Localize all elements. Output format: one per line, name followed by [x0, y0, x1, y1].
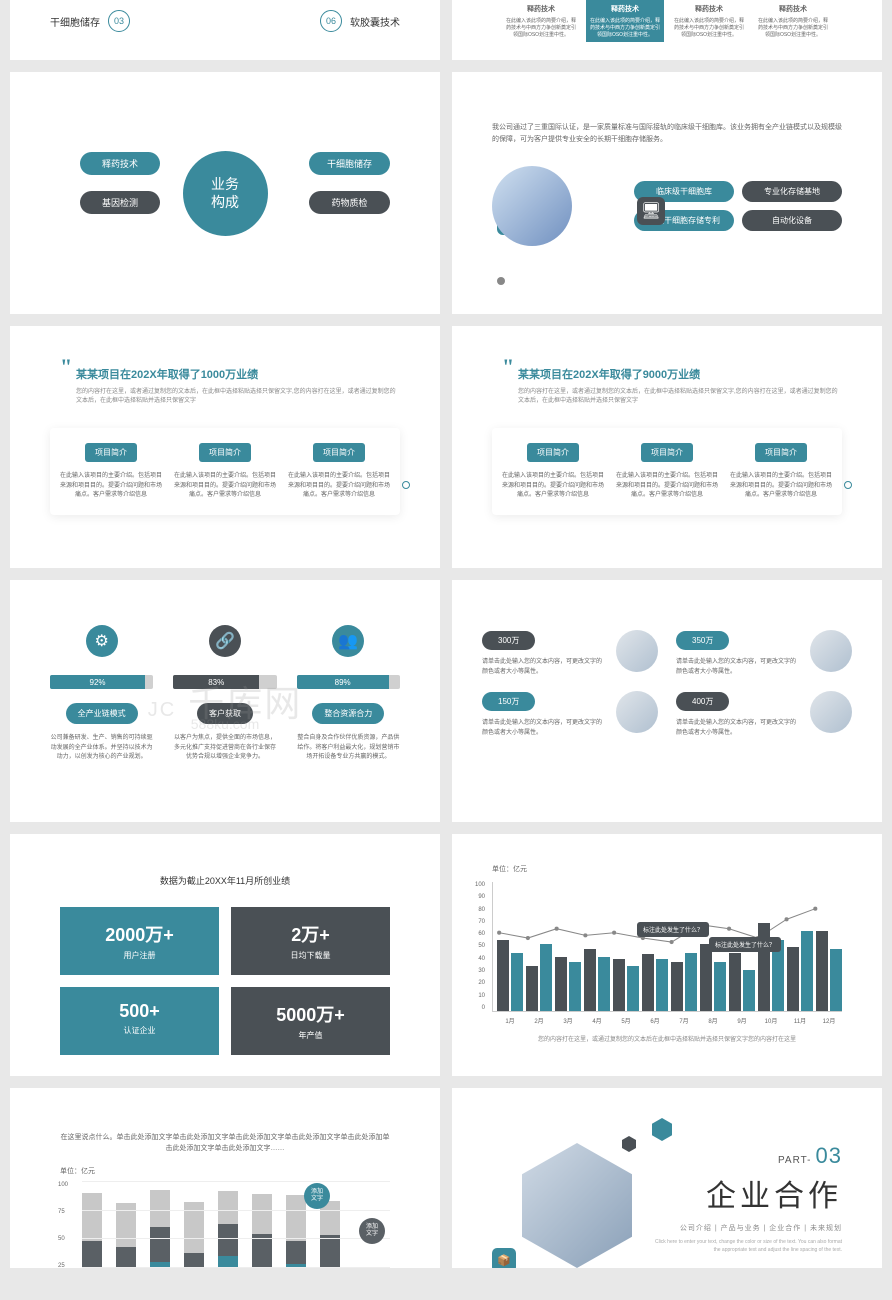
stacked-bar [286, 1195, 306, 1268]
stat-item: 350万请单击此处输入您的文本内容，可更改文字的颜色或者大小等属性。 [676, 630, 852, 677]
slide-stats-images: 300万请单击此处输入您的文本内容，可更改文字的颜色或者大小等属性。 350万请单… [452, 580, 882, 822]
slide-tech-cards-partial: 释药技术在此编入该此项的简要介绍，释药技术与中西方力争创新奠定引领国际OSO划注… [452, 0, 882, 60]
tech-label: 软胶囊技术 [350, 14, 400, 29]
project-heading: 某某项目在202X年取得了9000万业绩 [518, 366, 842, 382]
stacked-bar [150, 1190, 170, 1268]
project-card: 项目简介在此输入该项目的主要介绍。包括项目来源和项目目的。提要介绍问题和市场痛点… [614, 442, 720, 501]
bar-group: 12月 [816, 882, 842, 1011]
tech-item-3: 干细胞储存 03 [50, 10, 130, 32]
chart-footer: 您的内容打在这里，或通过复制您的文本后在此框中选择粘贴并选择只保留文字您的内容打… [492, 1034, 842, 1043]
quote-icon: " [60, 354, 72, 380]
project-heading: 某某项目在202X年取得了1000万业绩 [76, 366, 400, 382]
slide-business-composition: 释药技术基因检测 业务 构成 干细胞储存药物质检 [10, 72, 440, 314]
slide-bar-line-chart: 单位：亿元 1009080706050403020100 1月2月3月4月5月6… [452, 834, 882, 1076]
tech-num: 06 [320, 10, 342, 32]
bar-group: 11月 [787, 882, 813, 1011]
tech-card: 释药技术在此编入该此项的简要介绍，释药技术与中西方力争创新奠定引领国际OSO划注… [502, 0, 580, 42]
stacked-desc: 在这里说点什么。单击此处添加文字单击此处添加文字单击此处添加文字单击此处添加文字… [60, 1133, 390, 1154]
slide-project-9000: " 某某项目在202X年取得了9000万业绩 您的内容打在这里，或者通过复制您的… [452, 326, 882, 568]
slide-big-numbers: 数据为截止20XX年11月所创业绩 2000万+用户注册2万+日均下载量500+… [10, 834, 440, 1076]
stat-image [810, 630, 852, 672]
col-icon: 🔗 [209, 625, 241, 657]
quote-icon: " [502, 354, 514, 380]
stacked-bar [184, 1202, 204, 1268]
stat-box: 5000万+年产值 [231, 987, 390, 1055]
stats-title: 数据为截止20XX年11月所创业绩 [60, 874, 390, 887]
bar-group: 5月 [613, 882, 639, 1011]
slide-progress-bars: ⚙ 92% 全产业链模式 公司兼备研发、生产、销售的可持续驱动发展的全产业体系。… [10, 580, 440, 822]
chart-annotation: 标注此处发生了什么？ [709, 937, 781, 952]
bar-group: 7月 [671, 882, 697, 1011]
stacked-bar [218, 1191, 238, 1268]
tech-card: 释药技术在此编入该此项的简要介绍，释药技术与中西方力争创新奠定引领国际OSO划注… [586, 0, 664, 42]
stat-box: 500+认证企业 [60, 987, 219, 1055]
tech-card: 释药技术在此编入该此项的简要介绍，释药技术与中西方力争创新奠定引领国际OSO划注… [670, 0, 748, 42]
business-pill: 干细胞储存 [309, 152, 390, 175]
chart-annotation: 标注此处发生了什么？ [637, 922, 709, 937]
section-image [522, 1143, 632, 1268]
legend-1: 添加文字 [304, 1183, 330, 1209]
stacked-bar [252, 1194, 272, 1268]
project-card: 项目简介在此输入该项目的主要介绍。包括项目来源和项目目的。提要介绍问题和市场痛点… [286, 442, 392, 501]
progress-col: 👥 89% 整合资源合力 整合自身及合作伙伴优质资源，产品供给作。将客户利益最大… [297, 625, 400, 763]
cube-icon: 📦 [492, 1248, 516, 1268]
project-subdesc: 您的内容打在这里，或者通过复制您的文本后，在此框中选择粘贴选择只保留文字,您的内… [76, 388, 400, 406]
lab-image [492, 166, 572, 246]
legend-2: 添加文字 [359, 1218, 385, 1244]
side-dot [844, 481, 852, 489]
bar-group: 1月 [497, 882, 523, 1011]
tech-card: 释药技术在此编入该此项的简要介绍，释药技术与中西方力争创新奠定引领国际OSO划注… [754, 0, 832, 42]
project-card: 项目简介在此输入该项目的主要介绍。包括项目来源和项目目的。提要介绍问题和市场痛点… [172, 442, 278, 501]
section-title: 企业合作 [652, 1171, 842, 1215]
project-card: 项目简介在此输入该项目的主要介绍。包括项目来源和项目目的。提要介绍问题和市场痛点… [58, 442, 164, 501]
stat-item: 300万请单击此处输入您的文本内容，可更改文字的颜色或者大小等属性。 [482, 630, 658, 677]
bar-group: 4月 [584, 882, 610, 1011]
hex-decor [622, 1136, 636, 1152]
project-card: 项目简介在此输入该项目的主要介绍。包括项目来源和项目目的。提要介绍问题和市场痛点… [728, 442, 834, 501]
cert-tag: 专业化存储基地 [742, 181, 842, 202]
stat-box: 2000万+用户注册 [60, 907, 219, 975]
col-icon: 👥 [332, 625, 364, 657]
tech-label: 干细胞储存 [50, 14, 100, 29]
stat-item: 150万请单击此处输入您的文本内容，可更改文字的颜色或者大小等属性。 [482, 691, 658, 738]
cert-tag: 自动化设备 [742, 210, 842, 231]
stat-image [810, 691, 852, 733]
english-desc: Click here to enter your text, change th… [652, 1239, 842, 1254]
bar-group: 3月 [555, 882, 581, 1011]
business-pill: 释药技术 [80, 152, 160, 175]
progress-col: ⚙ 92% 全产业链模式 公司兼备研发、生产、销售的可持续驱动发展的全产业体系。… [50, 625, 153, 763]
stacked-bar [82, 1193, 102, 1268]
tech-item-6: 06 软胶囊技术 [320, 10, 400, 32]
stacked-bar [320, 1201, 340, 1268]
tech-num: 03 [108, 10, 130, 32]
monitor-icon: 🖥 [637, 197, 665, 225]
cert-description: 我公司通过了三重国际认证，是一家质量标准与国际接轨的临床级干细胞库。该业务拥有全… [492, 122, 842, 146]
business-pill: 基因检测 [80, 191, 160, 214]
bar-group: 2月 [526, 882, 552, 1011]
slide-certifications: 我公司通过了三重国际认证，是一家质量标准与国际接轨的临床级干细胞库。该业务拥有全… [452, 72, 882, 314]
slide-project-1000: " 某某项目在202X年取得了1000万业绩 您的内容打在这里，或者通过复制您的… [10, 326, 440, 568]
slide-stacked-bar: 在这里说点什么。单击此处添加文字单击此处添加文字单击此处添加文字单击此处添加文字… [10, 1088, 440, 1268]
stat-item: 400万请单击此处输入您的文本内容，可更改文字的颜色或者大小等属性。 [676, 691, 852, 738]
center-circle: 业务 构成 [183, 151, 268, 236]
stat-image [616, 630, 658, 672]
chart-unit: 单位：亿元 [492, 864, 842, 874]
bar-group: 6月 [642, 882, 668, 1011]
stat-box: 2万+日均下载量 [231, 907, 390, 975]
project-subdesc: 您的内容打在这里，或者通过复制您的文本后，在此框中选择粘贴选择只保留文字,您的内… [518, 388, 842, 406]
business-pill: 药物质检 [309, 191, 390, 214]
project-card: 项目简介在此输入该项目的主要介绍。包括项目来源和项目目的。提要介绍问题和市场痛点… [500, 442, 606, 501]
slide-technologies-partial: 干细胞储存 03 06 软胶囊技术 [10, 0, 440, 60]
hex-decor [652, 1118, 672, 1141]
chart-unit: 单位：亿元 [60, 1166, 390, 1176]
stat-image [616, 691, 658, 733]
stacked-bar [116, 1203, 136, 1268]
progress-col: 🔗 83% 客户获取 以客户为焦点，提供全面的市场信息，多元化推广支持促进营商在… [173, 625, 276, 763]
col-icon: ⚙ [86, 625, 118, 657]
side-dot [402, 481, 410, 489]
slide-section-header: 📦 PART-03 企业合作 公司介绍 | 产品与业务 | 企业合作 | 未来规… [452, 1088, 882, 1268]
breadcrumbs: 公司介绍 | 产品与业务 | 企业合作 | 未来规划 [652, 1223, 842, 1233]
part-label: PART-03 [652, 1143, 842, 1169]
